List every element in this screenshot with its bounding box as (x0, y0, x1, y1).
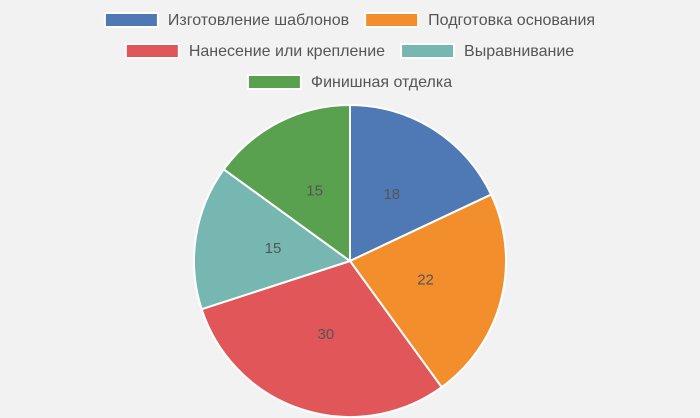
legend-item: Финишная отделка (246, 74, 452, 91)
value-label: 15 (265, 240, 282, 257)
legend-swatch (364, 12, 420, 28)
legend-item: Изготовление шаблонов (103, 12, 349, 29)
legend-item: Выравнивание (400, 43, 574, 60)
legend-label: Выравнивание (464, 43, 574, 60)
value-label: 30 (318, 326, 335, 343)
pie-slice (349, 103, 493, 263)
legend-swatch (103, 12, 159, 28)
value-label: 18 (383, 186, 400, 203)
value-label: 15 (306, 182, 323, 199)
pie-slice (222, 103, 351, 263)
pie-slice (348, 193, 507, 389)
value-label: 22 (417, 271, 434, 288)
legend-item: Подготовка основания (364, 12, 595, 29)
legend-label: Финишная отделка (311, 74, 452, 91)
legend-swatch (400, 43, 456, 59)
legend-label: Изготовление шаблонов (168, 12, 349, 29)
legend-swatch (124, 43, 180, 59)
legend-label: Подготовка основания (428, 12, 595, 29)
legend-item: Нанесение или крепление (124, 43, 385, 60)
pie-slice (193, 167, 353, 311)
pie-slice (200, 259, 444, 418)
legend-label: Нанесение или крепление (189, 43, 385, 60)
legend-swatch (246, 74, 302, 90)
